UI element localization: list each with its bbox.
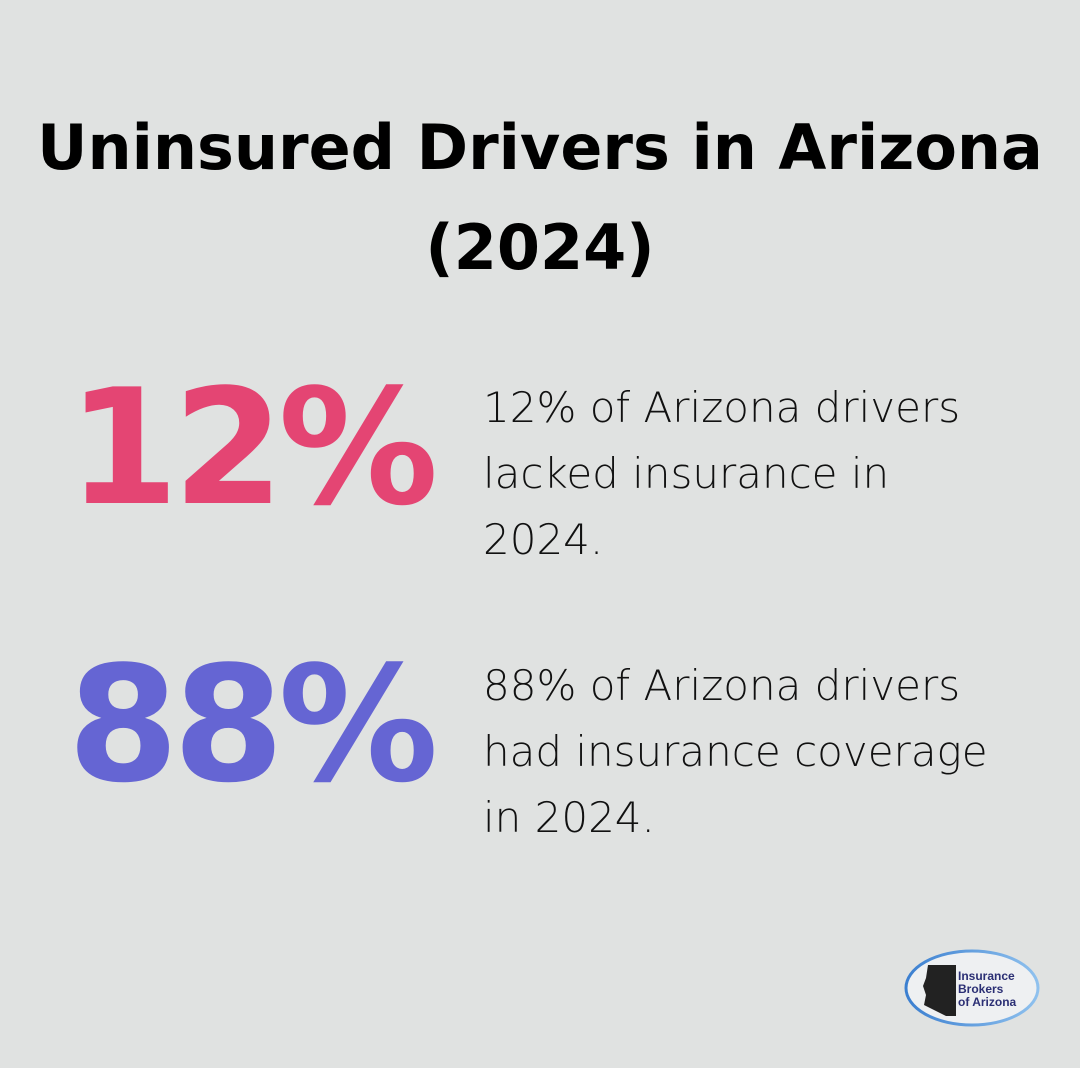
logo-text-1: Insurance <box>958 969 1015 983</box>
stat-value-insured: 88% <box>67 631 439 818</box>
logo-text-3: of Arizona <box>958 995 1017 1009</box>
stat-description-uninsured: 12% of Arizona drivers lacked insurance … <box>483 383 961 564</box>
stat-value-uninsured: 12% <box>67 354 439 541</box>
stat-description-insured: 88% of Arizona drivers had insurance cov… <box>483 661 988 842</box>
logo-text-2: Brokers <box>958 982 1004 996</box>
page-title: Uninsured Drivers in Arizona (2024) <box>37 111 1043 284</box>
company-logo: Insurance Brokers of Arizona <box>904 949 1040 1027</box>
arizona-state-icon <box>923 965 956 1016</box>
